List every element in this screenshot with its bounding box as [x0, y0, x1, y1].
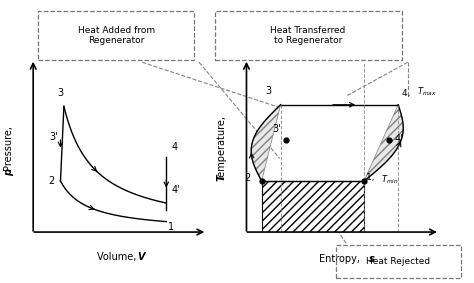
Text: 4': 4': [172, 185, 180, 194]
Text: 2: 2: [244, 173, 250, 183]
Text: 4': 4': [394, 134, 403, 144]
Text: 4: 4: [172, 142, 178, 152]
Text: p: p: [4, 169, 14, 176]
Text: Heat Transferred
to Regenerator: Heat Transferred to Regenerator: [270, 26, 346, 45]
Text: s: s: [369, 254, 374, 264]
Text: 3': 3': [272, 124, 281, 134]
Text: T: T: [217, 174, 227, 181]
Text: $T_{min}$: $T_{min}$: [381, 173, 399, 186]
Text: 1: 1: [168, 222, 174, 232]
Text: Heat Added from
Regenerator: Heat Added from Regenerator: [78, 26, 155, 45]
Text: $T_{max}$: $T_{max}$: [417, 85, 437, 98]
Text: Temperature,: Temperature,: [217, 113, 227, 181]
Polygon shape: [262, 181, 364, 232]
Text: 3: 3: [57, 88, 64, 98]
Text: Pressure,: Pressure,: [4, 123, 14, 171]
Text: 4,: 4,: [402, 89, 413, 98]
Polygon shape: [251, 105, 281, 181]
Text: 2: 2: [48, 176, 55, 186]
Text: Volume,: Volume,: [97, 252, 140, 262]
Text: 3': 3': [49, 132, 58, 142]
Polygon shape: [364, 105, 403, 181]
Text: Entropy,: Entropy,: [319, 254, 364, 264]
Text: V: V: [137, 252, 145, 262]
Text: Heat Rejected: Heat Rejected: [366, 257, 430, 266]
Text: 3: 3: [265, 86, 271, 96]
Text: 1,: 1,: [366, 173, 377, 182]
